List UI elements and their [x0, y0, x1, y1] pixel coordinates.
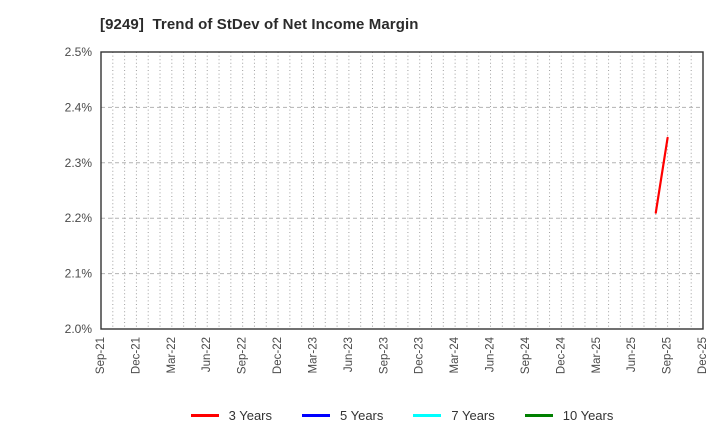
plot-border — [100, 51, 704, 330]
legend-swatch-3-years — [190, 413, 219, 417]
legend: 3 Years 5 Years 7 Years 10 Years — [101, 402, 703, 428]
y-tick-labels: 2.0% 2.1% 2.2% 2.3% 2.4% 2.5% — [65, 45, 93, 336]
legend-swatch-10-years — [524, 413, 553, 417]
x-tick-label: Dec-24 — [555, 336, 567, 374]
x-tick-label: Dec-25 — [697, 337, 709, 374]
x-tick-labels: Sep-21 Dec-21 Mar-22 Jun-22 Sep-22 Dec-22 Mar-… — [95, 336, 709, 374]
y-tick-label: 2.3% — [65, 156, 93, 170]
x-tick-label: Dec-21 — [130, 337, 142, 374]
x-tick-label: Mar-23 — [307, 337, 319, 373]
legend-label: 3 Years — [228, 407, 272, 423]
legend-swatch-7-years — [413, 413, 442, 417]
x-tick-label: Jun-22 — [201, 337, 213, 372]
y-tick-label: 2.0% — [65, 322, 93, 336]
x-tick-label: Sep-23 — [378, 337, 390, 374]
x-tick-label: Jun-23 — [343, 337, 355, 372]
y-tick-label: 2.2% — [65, 211, 93, 225]
x-tick-label: Sep-25 — [662, 337, 674, 374]
legend-item-3-years: 3 Years — [190, 407, 272, 423]
legend-label: 7 Years — [451, 407, 495, 423]
legend-label: 5 Years — [340, 407, 384, 423]
legend-label: 10 Years — [562, 407, 614, 423]
legend-item-5-years: 5 Years — [302, 408, 383, 423]
series-line-3-years — [654, 136, 669, 214]
x-tick-label: Sep-22 — [237, 337, 249, 374]
y-tick-label: 2.5% — [65, 45, 93, 59]
y-tick-label: 2.1% — [65, 267, 93, 281]
legend-item-10-years: 10 Years — [524, 407, 614, 423]
x-tick-label: Dec-23 — [414, 337, 426, 374]
chart-title: [9249] Trend of StDev of Net Income Marg… — [100, 16, 419, 33]
x-gridlines — [112, 52, 692, 329]
x-tick-label: Dec-22 — [272, 337, 284, 374]
x-tick-label: Mar-22 — [166, 337, 178, 373]
x-tick-label: Sep-24 — [520, 336, 532, 374]
y-gridlines — [101, 106, 703, 275]
legend-item-7-years: 7 Years — [413, 407, 495, 423]
x-tick-label: Mar-24 — [449, 336, 461, 373]
x-tick-label: Mar-25 — [591, 337, 603, 373]
legend-swatch-5-years — [302, 413, 330, 417]
x-tick-label: Jun-24 — [485, 336, 497, 372]
x-tick-label: Sep-21 — [95, 337, 107, 374]
y-tick-label: 2.4% — [65, 100, 93, 114]
x-tick-label: Jun-25 — [626, 337, 638, 372]
